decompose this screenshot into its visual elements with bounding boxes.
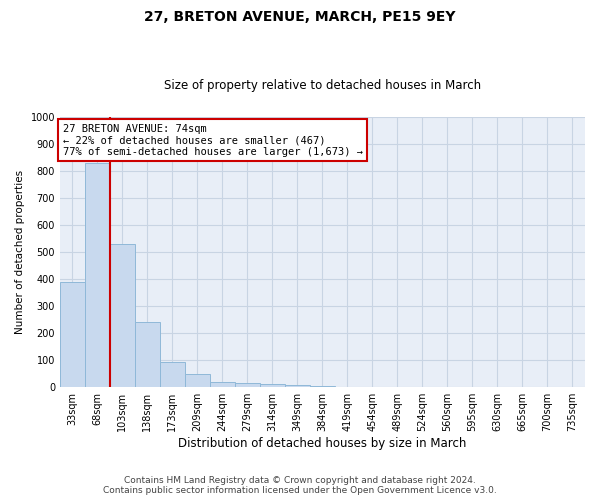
Bar bbox=[310, 386, 335, 387]
Bar bbox=[285, 385, 310, 387]
Bar bbox=[110, 244, 135, 387]
Text: Contains HM Land Registry data © Crown copyright and database right 2024.
Contai: Contains HM Land Registry data © Crown c… bbox=[103, 476, 497, 495]
Bar bbox=[185, 374, 210, 387]
Bar bbox=[235, 382, 260, 387]
X-axis label: Distribution of detached houses by size in March: Distribution of detached houses by size … bbox=[178, 437, 467, 450]
Bar bbox=[260, 384, 285, 387]
Y-axis label: Number of detached properties: Number of detached properties bbox=[15, 170, 25, 334]
Bar bbox=[160, 362, 185, 387]
Text: 27 BRETON AVENUE: 74sqm
← 22% of detached houses are smaller (467)
77% of semi-d: 27 BRETON AVENUE: 74sqm ← 22% of detache… bbox=[62, 124, 362, 156]
Title: Size of property relative to detached houses in March: Size of property relative to detached ho… bbox=[164, 79, 481, 92]
Text: 27, BRETON AVENUE, MARCH, PE15 9EY: 27, BRETON AVENUE, MARCH, PE15 9EY bbox=[144, 10, 456, 24]
Bar bbox=[85, 163, 110, 387]
Bar bbox=[135, 322, 160, 387]
Bar bbox=[210, 382, 235, 387]
Bar bbox=[60, 282, 85, 387]
